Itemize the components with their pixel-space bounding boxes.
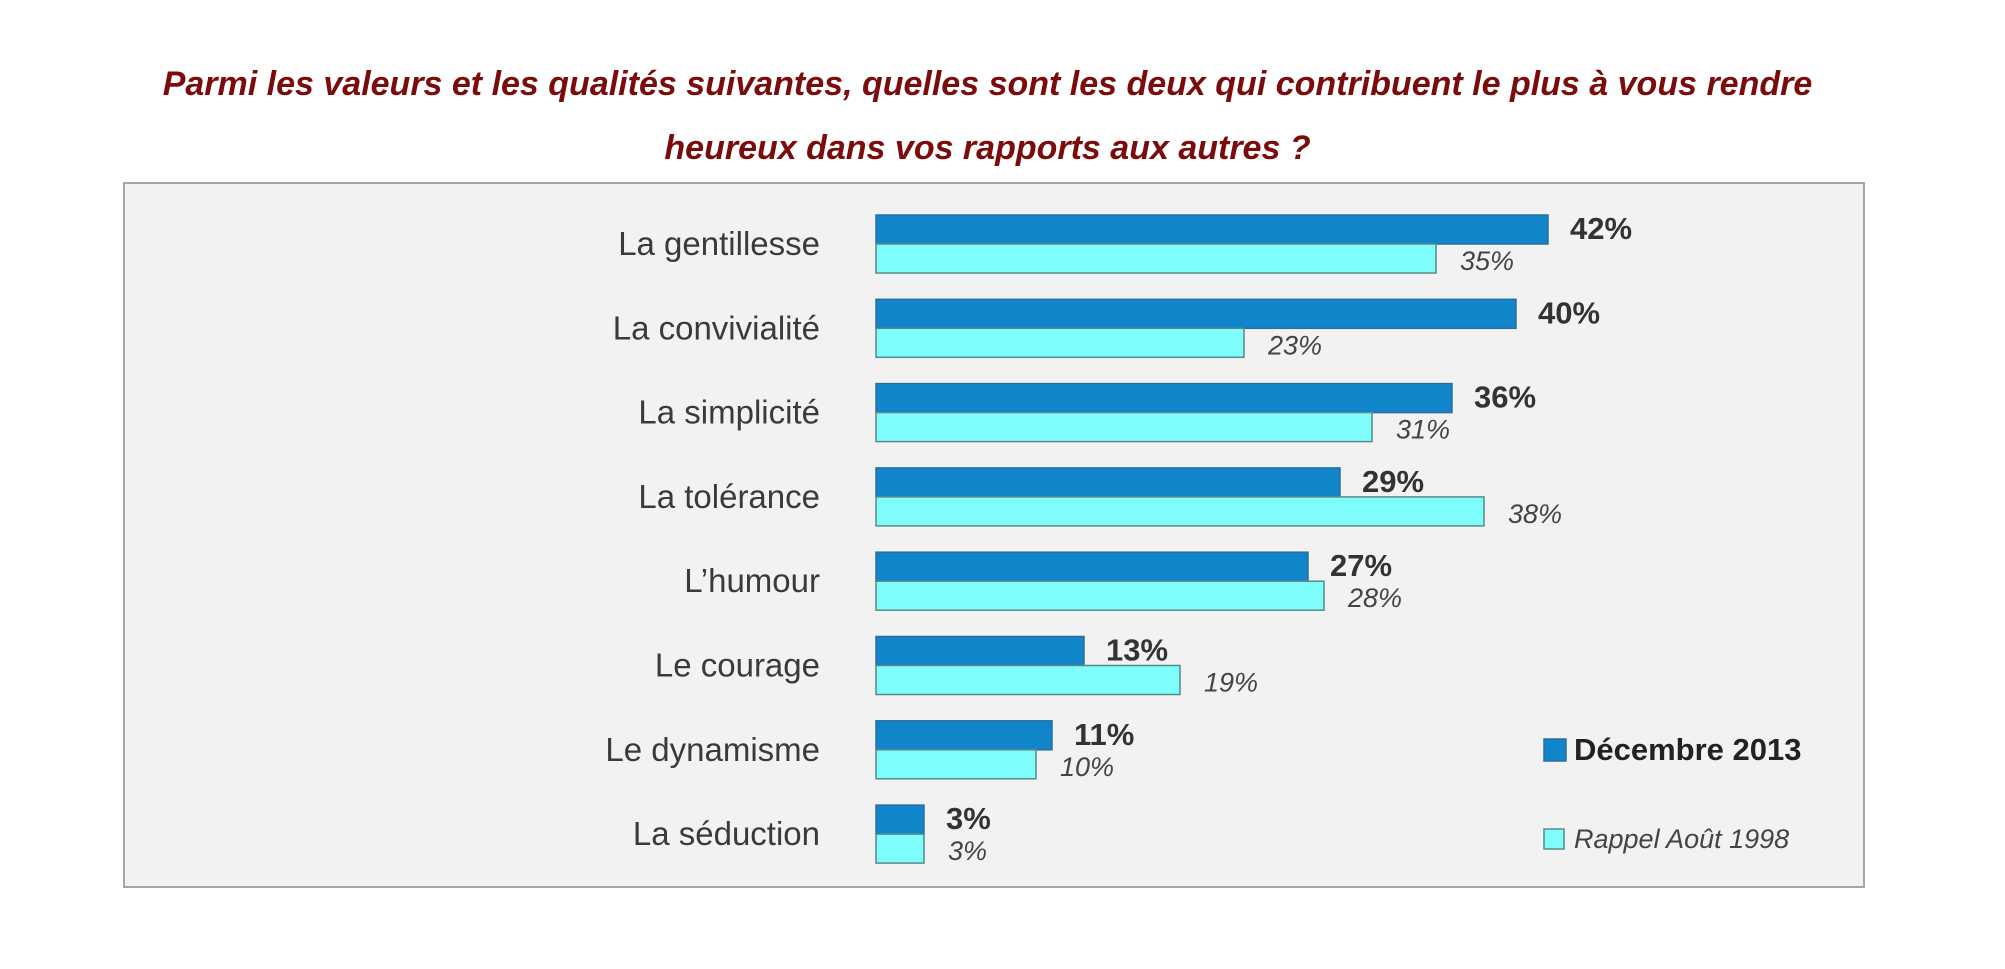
- chart-title-line-2: heureux dans vos rapports aux autres ?: [664, 129, 1311, 167]
- bar-rappel-aout-1998: [875, 496, 1485, 527]
- category-label: Le dynamisme: [605, 731, 820, 768]
- bar-decembre-2013: [875, 467, 1341, 498]
- bar-decembre-2013: [875, 298, 1517, 330]
- bar-decembre-2013: [875, 720, 1053, 751]
- data-label-decembre-2013: 40%: [1538, 295, 1600, 330]
- bar-rappel-aout-1998: [875, 327, 1245, 359]
- bar-rappel-aout-1998: [875, 833, 925, 864]
- legend-swatch-rappel-aout-1998: [1543, 828, 1565, 850]
- data-label-decembre-2013: 11%: [1074, 717, 1134, 752]
- data-label-rappel-aout-1998: 31%: [1396, 415, 1450, 445]
- category-label: L’humour: [684, 562, 820, 599]
- bar-rappel-aout-1998: [875, 749, 1037, 780]
- plot-area: [123, 182, 1865, 888]
- data-label-rappel-aout-1998: 38%: [1508, 499, 1562, 529]
- bar-decembre-2013: [875, 804, 925, 835]
- category-label: La gentillesse: [618, 225, 820, 262]
- data-label-decembre-2013: 3%: [946, 801, 991, 836]
- category-label: La convivialité: [613, 309, 820, 346]
- data-label-rappel-aout-1998: 28%: [1347, 583, 1402, 613]
- data-label-decembre-2013: 27%: [1330, 548, 1392, 583]
- data-label-decembre-2013: 42%: [1570, 211, 1632, 246]
- data-label-rappel-aout-1998: 35%: [1460, 246, 1514, 276]
- legend-label-rappel-aout-1998: Rappel Août 1998: [1574, 824, 1789, 854]
- data-label-rappel-aout-1998: 19%: [1204, 668, 1258, 698]
- category-label: La tolérance: [638, 478, 820, 515]
- bar-rappel-aout-1998: [875, 664, 1181, 696]
- bar-rappel-aout-1998: [875, 411, 1373, 443]
- bar-rappel-aout-1998: [875, 580, 1325, 611]
- bar-decembre-2013: [875, 551, 1309, 582]
- data-label-decembre-2013: 36%: [1474, 380, 1536, 415]
- legend-label-decembre-2013: Décembre 2013: [1574, 732, 1802, 767]
- data-label-rappel-aout-1998: 10%: [1060, 752, 1114, 782]
- category-label: La simplicité: [638, 394, 820, 431]
- legend-swatch-decembre-2013: [1543, 738, 1567, 762]
- category-label: Le courage: [655, 647, 820, 684]
- data-label-decembre-2013: 29%: [1362, 464, 1424, 499]
- data-label-decembre-2013: 13%: [1106, 633, 1168, 668]
- data-label-rappel-aout-1998: 3%: [948, 836, 987, 866]
- bar-rappel-aout-1998: [875, 243, 1437, 274]
- chart-title-line-1: Parmi les valeurs et les qualités suivan…: [162, 65, 1813, 103]
- bar-decembre-2013: [875, 635, 1085, 667]
- category-label: La séduction: [633, 815, 820, 852]
- data-label-rappel-aout-1998: 23%: [1267, 330, 1322, 360]
- chart-title: Parmi les valeurs et les qualités suivan…: [0, 52, 1975, 180]
- bar-decembre-2013: [875, 214, 1549, 245]
- bar-decembre-2013: [875, 382, 1453, 414]
